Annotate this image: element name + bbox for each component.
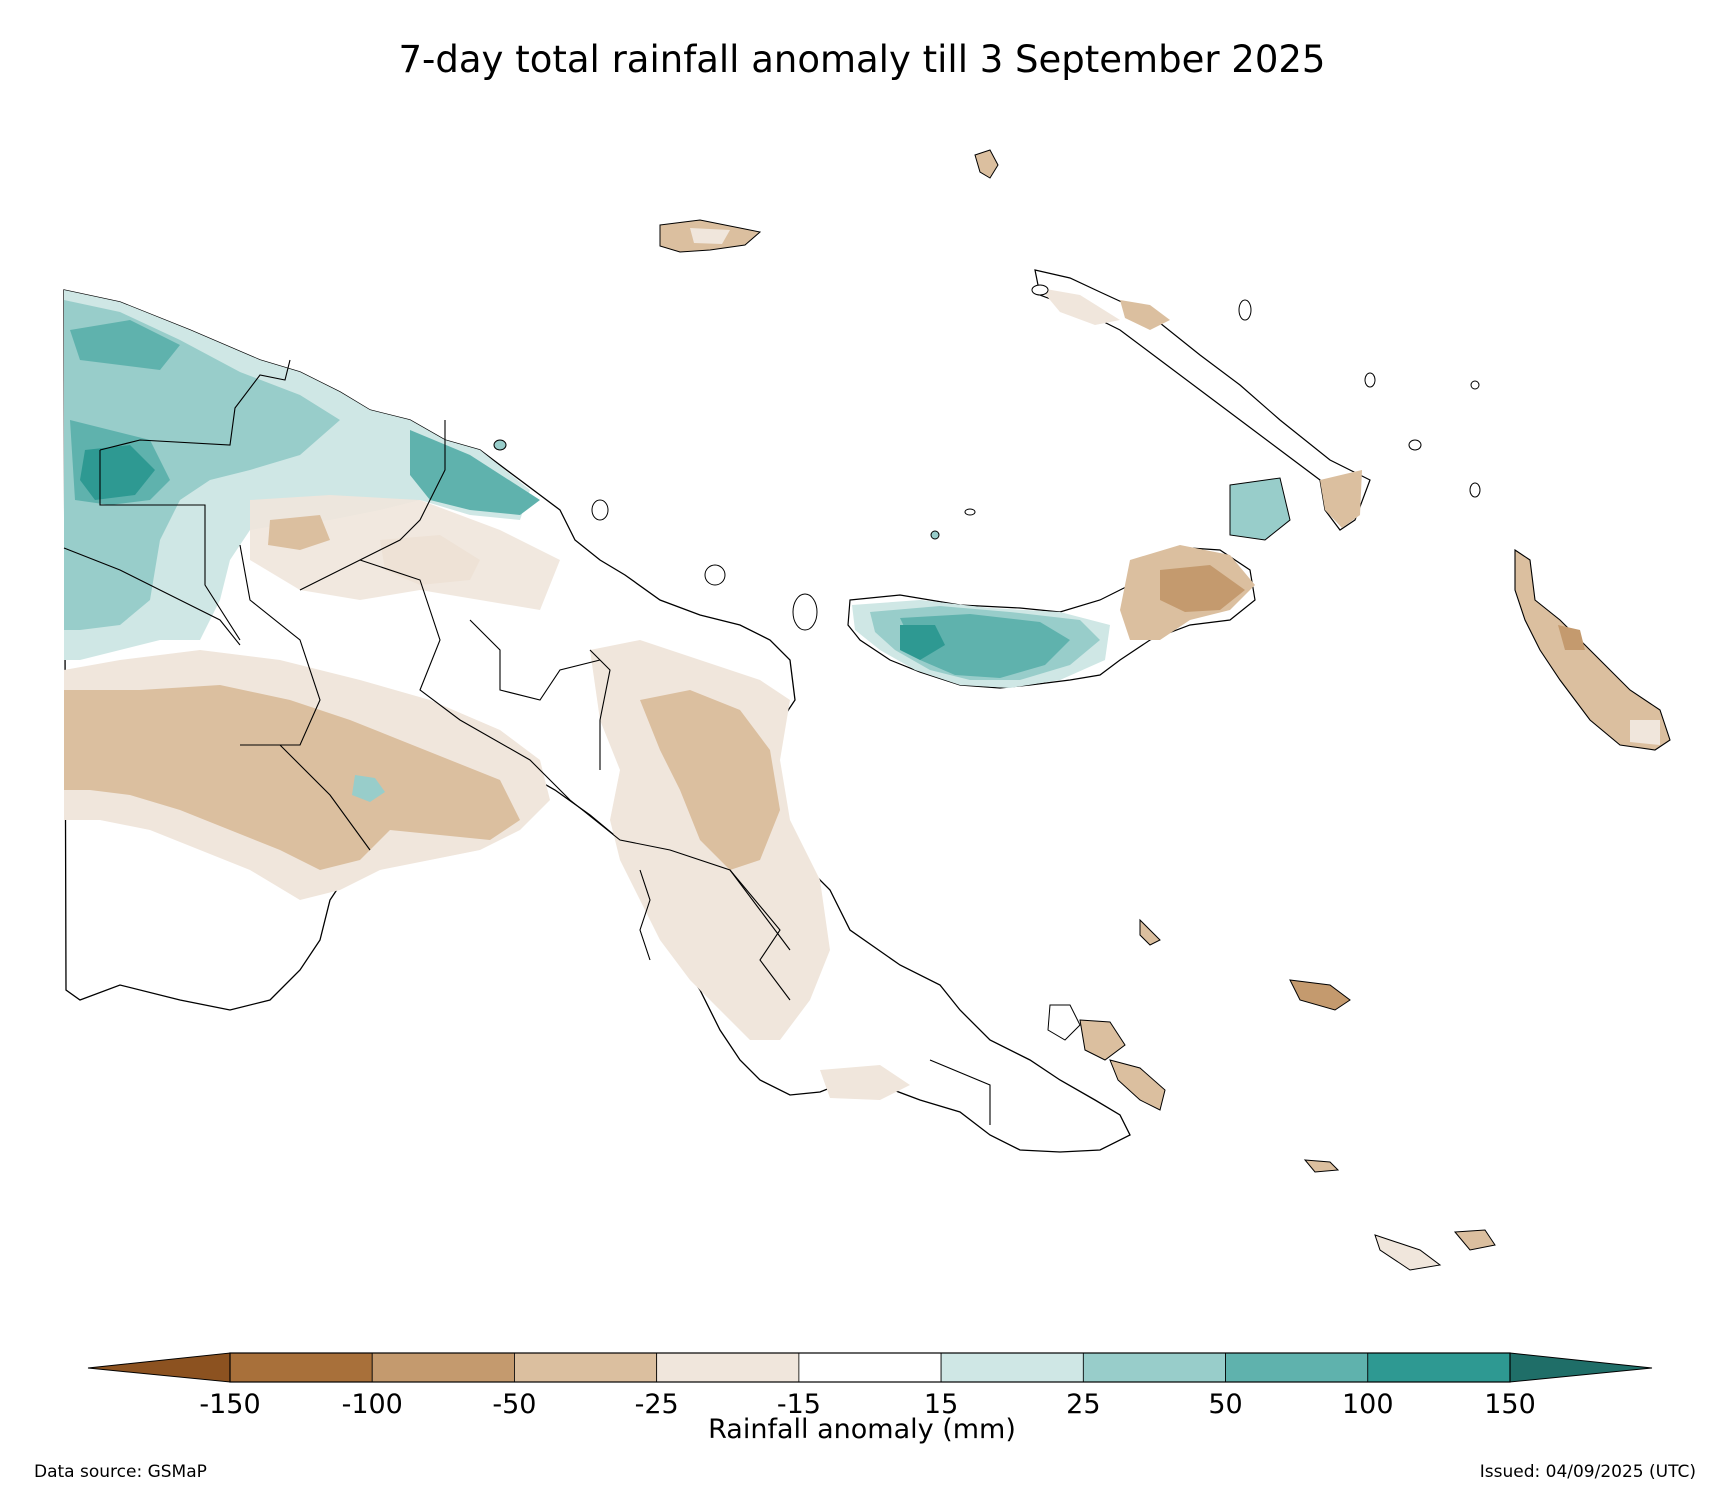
manus-island	[659, 219, 762, 253]
colorbar-tick-label: 50	[1208, 1389, 1242, 1420]
teal-band-north	[70, 320, 180, 370]
milne-bay-islands	[1047, 918, 1496, 1271]
brown-new-britain-east-mid	[1160, 565, 1245, 612]
mainland-anomaly-fills	[63, 289, 1131, 1153]
colorbar-tick-label: 100	[1342, 1389, 1394, 1420]
colorbar-bins	[229, 1352, 1511, 1383]
brown-mid-central	[640, 690, 780, 870]
province-borders	[63, 359, 991, 1125]
rainfall-anomaly-map	[63, 149, 1671, 1271]
colorbar-tick-label: 150	[1484, 1389, 1536, 1420]
new-britain	[847, 477, 1291, 689]
colorbar-tick-label: -15	[777, 1389, 821, 1420]
colorbar-extend-max	[1509, 1352, 1653, 1383]
teal-mid-northeast	[410, 430, 540, 515]
colorbar-label: Rainfall anomaly (mm)	[708, 1414, 1016, 1445]
colorbar-bin	[514, 1352, 658, 1383]
brown-new-ireland-south	[1320, 470, 1362, 528]
teal-mid-northwest	[64, 300, 340, 630]
colorbar-ticks: -150 -100 -50 -25 -15 15 25 50 100 150	[199, 1389, 1535, 1420]
colorbar-tick-label: -150	[199, 1389, 260, 1420]
new-ireland	[1034, 269, 1371, 531]
teal-new-britain-strong	[900, 614, 1070, 678]
teal-darkest-core	[80, 445, 155, 500]
brown-new-ireland-north	[1040, 288, 1120, 325]
map-title: 7-day total rainfall anomaly till 3 Sept…	[398, 38, 1326, 81]
colorbar-tick-label: 15	[924, 1389, 958, 1420]
colorbar-outline	[229, 1352, 1511, 1383]
colorbar-tick-label: -50	[492, 1389, 536, 1420]
teal-new-britain-core	[900, 625, 945, 660]
colorbar-extend-min	[87, 1352, 231, 1383]
bougainville	[1514, 548, 1671, 751]
teal-gazelle	[1229, 477, 1291, 541]
colorbar-bin	[371, 1352, 515, 1383]
colorbar-tick-label: 25	[1066, 1389, 1100, 1420]
brown-mid-southwest	[64, 685, 520, 870]
brown-light-north-band	[250, 495, 560, 610]
brown-light-southeast	[820, 1065, 910, 1100]
colorbar-tick-label: -25	[635, 1389, 679, 1420]
colorbar-bin	[229, 1352, 373, 1383]
colorbar-bin	[798, 1352, 942, 1383]
colorbar-bin	[1082, 1352, 1226, 1383]
brown-spot-north	[268, 515, 330, 550]
teal-spot-delta	[352, 775, 385, 802]
small-islands	[493, 149, 1481, 631]
brown-new-hanover	[1120, 300, 1170, 330]
colorbar-tick-label: -100	[342, 1389, 403, 1420]
colorbar-bin	[1367, 1352, 1511, 1383]
colorbar-bin	[940, 1352, 1084, 1383]
colorbar-bin	[1225, 1352, 1369, 1383]
data-source: Data source: GSMaP	[34, 1462, 207, 1482]
issued-date: Issued: 04/09/2025 (UTC)	[1479, 1462, 1696, 1482]
colorbar-bin	[656, 1352, 800, 1383]
